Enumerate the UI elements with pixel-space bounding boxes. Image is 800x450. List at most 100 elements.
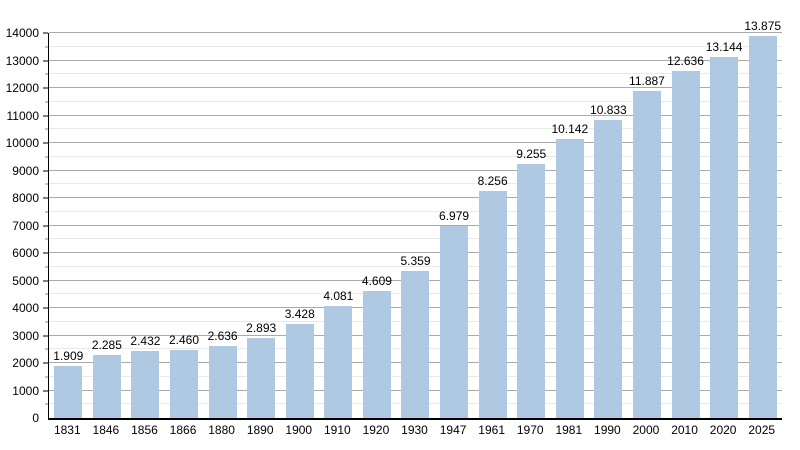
- x-axis-label: 1846: [92, 423, 120, 437]
- y-axis-tick: [43, 142, 48, 144]
- minor-gridline: [49, 183, 782, 185]
- major-gridline: [49, 59, 782, 61]
- y-axis-tick: [45, 101, 48, 103]
- y-axis-tick: [45, 376, 48, 378]
- y-axis-tick: [45, 46, 48, 48]
- bar-1890: [247, 338, 276, 418]
- major-gridline: [49, 197, 782, 198]
- y-axis-tick: [43, 170, 48, 171]
- y-axis-label: 1000: [12, 383, 39, 398]
- x-axis-label: 1930: [401, 423, 428, 437]
- x-axis-label: 1947: [439, 423, 467, 437]
- plot-area: 1.909 2.285 2.432 2.460 2.636 2.893 3.428 4.081…: [48, 20, 782, 420]
- y-axis-tick: [43, 335, 48, 336]
- bar-slot-1831: 1.909: [49, 33, 88, 418]
- y-axis-tick: [45, 183, 48, 185]
- major-gridline: [49, 32, 782, 33]
- bar-slot-1961: 8.256: [473, 33, 512, 418]
- minor-gridline: [49, 265, 782, 267]
- x-axis-label: 2010: [671, 423, 698, 437]
- y-axis-tick: [43, 362, 48, 364]
- bar-slot-1900: 3.428: [280, 33, 319, 418]
- minor-gridline: [49, 73, 782, 75]
- bar-1846: [92, 355, 121, 418]
- y-axis-label: 3000: [12, 328, 39, 343]
- bar-value-label: 13.144: [705, 39, 743, 54]
- bar-value-label: 4.609: [361, 274, 392, 289]
- bar-1880: [208, 345, 237, 418]
- bar-value-label: 1.909: [53, 348, 84, 363]
- bar-1866: [170, 350, 199, 418]
- x-axis-label: 1866: [169, 423, 197, 437]
- y-axis-tick: [45, 238, 48, 240]
- x-axis-label: 2025: [748, 423, 776, 437]
- y-axis-label: 4000: [12, 301, 39, 315]
- y-axis-tick: [43, 252, 48, 254]
- bar-1930: [401, 270, 430, 418]
- x-axis: 1831 1846 1856 1866 1880 1890 1900 1910 1920 1930…: [48, 423, 781, 441]
- x-axis-label: 1970: [516, 423, 544, 437]
- bar-slot-1880: 2.636: [203, 33, 242, 418]
- minor-gridline: [49, 155, 782, 157]
- bar-2010: [671, 70, 700, 418]
- bar-slot-1890: 2.893: [242, 33, 281, 418]
- y-axis-tick: [43, 307, 48, 309]
- x-axis-label: 1880: [208, 423, 235, 437]
- bar-slot-2000: 11.887: [628, 33, 667, 418]
- y-axis-tick: [45, 156, 48, 158]
- y-axis-tick: [43, 280, 48, 281]
- bar-slot-1930: 5.359: [396, 33, 435, 418]
- minor-gridline: [49, 238, 782, 240]
- bar-value-label: 5.359: [400, 253, 431, 268]
- y-axis-label: 11000: [6, 108, 39, 123]
- bar-slot-1970: 9.255: [512, 33, 551, 418]
- y-axis-tick: [43, 87, 48, 89]
- y-axis: 0 1000 2000 3000 4000 5000 6000 7000 8000 9000 100…: [0, 27, 48, 424]
- bar-value-label: 2.285: [91, 338, 122, 353]
- bar-1990: [594, 120, 623, 418]
- bar-value-label: 2.460: [169, 333, 200, 348]
- y-axis-label: 10000: [5, 136, 39, 150]
- minor-gridline: [49, 45, 782, 47]
- bar-1961: [478, 190, 507, 418]
- x-axis-label: 1961: [478, 423, 505, 437]
- bar-1947: [440, 226, 469, 418]
- y-axis-label: 8000: [12, 191, 39, 205]
- y-axis-label: 7000: [12, 218, 39, 233]
- y-axis-label: 13000: [5, 53, 39, 68]
- y-axis-label: 6000: [12, 246, 39, 260]
- y-axis-tick: [43, 225, 48, 226]
- bar-slot-2025: 13.875: [743, 20, 782, 418]
- y-axis-tick: [43, 197, 48, 199]
- bar-value-label: 10.142: [551, 122, 589, 137]
- bar-value-label: 2.893: [246, 321, 277, 336]
- x-axis-label: 1890: [246, 423, 274, 437]
- x-axis-label: 1990: [594, 423, 621, 437]
- major-gridline: [49, 224, 782, 226]
- bar-slot-2020: 13.144: [705, 33, 744, 418]
- bar-1900: [285, 323, 314, 418]
- x-axis-label: 1981: [555, 423, 583, 437]
- y-axis-label: 0: [32, 411, 39, 425]
- y-axis-label: 5000: [12, 273, 39, 288]
- bar-slot-2010: 12.636: [666, 33, 705, 418]
- major-gridline: [49, 114, 782, 116]
- bar-value-label: 13.875: [744, 19, 782, 34]
- bar-value-label: 4.081: [323, 288, 354, 303]
- bar-slot-1981: 10.142: [551, 33, 590, 418]
- y-axis-label: 9000: [12, 163, 39, 178]
- bar-slot-1990: 10.833: [589, 33, 628, 418]
- y-axis-label: 2000: [12, 356, 39, 370]
- major-gridline: [49, 252, 782, 253]
- y-axis-tick: [45, 266, 48, 268]
- y-axis-tick: [43, 390, 48, 391]
- bar-1831: [54, 365, 83, 418]
- bar-1920: [362, 291, 391, 418]
- y-axis-tick: [45, 73, 48, 75]
- x-axis-label: 2020: [709, 423, 737, 437]
- y-axis-tick: [45, 211, 48, 213]
- bar-slot-1846: 2.285: [88, 33, 127, 418]
- minor-gridline: [49, 128, 782, 130]
- bar-value-label: 11.887: [629, 74, 665, 89]
